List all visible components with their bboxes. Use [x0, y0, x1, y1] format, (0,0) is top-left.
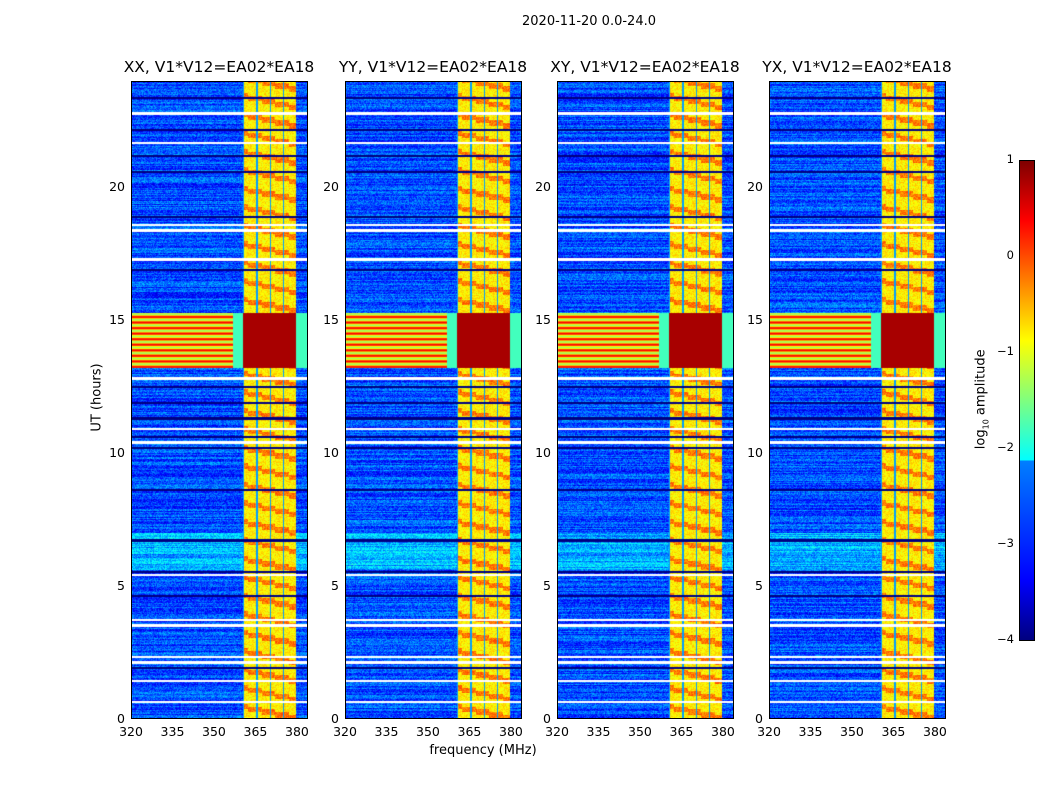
figure-title: 2020-11-20 0.0-24.0 [522, 14, 656, 29]
x-tick-label: 380 [923, 724, 947, 739]
y-tick-label: 5 [543, 578, 551, 594]
y-tick-label: 0 [331, 711, 339, 726]
x-tick-label: 380 [711, 724, 735, 739]
y-tick-label: 0 [117, 711, 125, 726]
colorbar-tick-label: −4 [997, 632, 1014, 646]
y-tick-label: 20 [323, 179, 339, 195]
colorbar-tick-label: −3 [997, 536, 1014, 550]
y-tick-label: 5 [755, 578, 763, 594]
x-tick-label: 320 [333, 724, 357, 739]
x-tick-label: 350 [628, 724, 652, 739]
x-tick-label: 335 [160, 724, 185, 739]
y-tick-label: 20 [747, 179, 763, 195]
x-tick-label: 335 [586, 724, 611, 739]
colorbar-label-sub: 10 [981, 419, 991, 430]
x-tick-label: 350 [202, 724, 226, 739]
y-tick-label: 5 [117, 578, 125, 594]
colorbar-tick-label: −1 [997, 344, 1014, 358]
x-tick-label: 350 [840, 724, 864, 739]
heatmap-panel [557, 81, 734, 719]
y-tick-label: 0 [755, 711, 763, 726]
x-tick-label: 350 [416, 724, 440, 739]
x-tick-label: 380 [285, 724, 309, 739]
panel-title: XY, V1*V12=EA02*EA18 [550, 58, 740, 76]
y-tick-label: 5 [331, 578, 339, 594]
y-tick-label: 10 [747, 445, 763, 461]
x-tick-label: 320 [545, 724, 569, 739]
colorbar-label-main: log [973, 429, 989, 450]
x-tick-label: 365 [669, 724, 694, 739]
heatmap-panel [769, 81, 946, 719]
panel-title: XX, V1*V12=EA02*EA18 [123, 58, 315, 76]
x-tick-label: 380 [499, 724, 523, 739]
heatmap-panel [345, 81, 522, 719]
panel-title: YY, V1*V12=EA02*EA18 [338, 58, 528, 76]
y-tick-label: 10 [109, 445, 125, 461]
y-tick-label: 20 [535, 179, 551, 195]
x-axis-label: frequency (MHz) [429, 743, 537, 758]
x-tick-label: 365 [881, 724, 906, 739]
panel-title: YX, V1*V12=EA02*EA18 [762, 58, 952, 76]
x-tick-label: 365 [243, 724, 268, 739]
heatmap-panel [131, 81, 308, 719]
colorbar-label-rest: amplitude [973, 349, 989, 420]
y-tick-label: 0 [543, 711, 551, 726]
x-tick-label: 335 [374, 724, 399, 739]
colorbar-tick-label: 0 [1006, 248, 1014, 262]
x-tick-label: 335 [798, 724, 823, 739]
heatmap-image [558, 82, 733, 718]
colorbar-tick-label: −2 [997, 440, 1014, 454]
x-tick-label: 365 [457, 724, 482, 739]
heatmap-image [770, 82, 945, 718]
x-tick-label: 320 [757, 724, 781, 739]
x-tick-label: 320 [119, 724, 143, 739]
heatmap-image [346, 82, 521, 718]
colorbar-tick-label: 1 [1006, 152, 1014, 166]
colorbar-label: log10 amplitude [974, 339, 991, 459]
colorbar [1019, 160, 1035, 641]
y-tick-label: 15 [535, 312, 551, 328]
y-tick-label: 10 [323, 445, 339, 461]
y-tick-label: 10 [535, 445, 551, 461]
y-tick-label: 15 [747, 312, 763, 328]
heatmap-image [132, 82, 307, 718]
y-tick-label: 15 [109, 312, 125, 328]
y-tick-label: 15 [323, 312, 339, 328]
y-axis-label: UT (hours) [89, 363, 105, 432]
y-tick-label: 20 [109, 179, 125, 195]
